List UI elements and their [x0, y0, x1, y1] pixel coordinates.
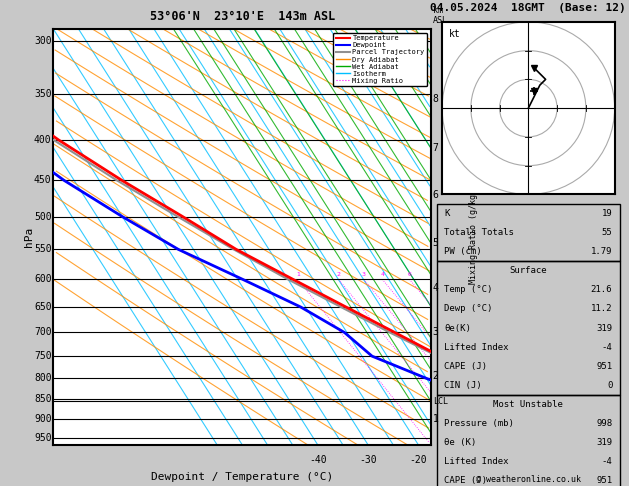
Text: 951: 951	[596, 475, 612, 485]
Text: 7: 7	[433, 143, 438, 153]
Text: 850: 850	[34, 394, 52, 404]
Text: -30: -30	[359, 455, 377, 465]
Text: 19: 19	[601, 209, 612, 219]
Text: 4: 4	[433, 283, 438, 293]
Text: 1: 1	[433, 414, 438, 424]
Text: 8: 8	[433, 94, 438, 104]
Text: CAPE (J): CAPE (J)	[445, 475, 487, 485]
Text: 900: 900	[34, 414, 52, 424]
Text: 750: 750	[34, 351, 52, 361]
Text: -4: -4	[601, 343, 612, 351]
Text: hPa: hPa	[24, 227, 34, 247]
Text: CAPE (J): CAPE (J)	[445, 362, 487, 370]
Text: 550: 550	[34, 244, 52, 255]
Text: km
ASL: km ASL	[433, 6, 448, 25]
Text: 2: 2	[433, 371, 438, 381]
Text: © weatheronline.co.uk: © weatheronline.co.uk	[476, 474, 581, 484]
Text: 5: 5	[433, 238, 438, 248]
Text: Temp (°C): Temp (°C)	[445, 285, 493, 295]
Text: 21.6: 21.6	[591, 285, 612, 295]
Text: 319: 319	[596, 437, 612, 447]
Text: θe (K): θe (K)	[445, 437, 477, 447]
Text: 500: 500	[34, 211, 52, 222]
Text: -40: -40	[309, 455, 326, 465]
Text: 2: 2	[337, 272, 340, 278]
Text: 951: 951	[596, 362, 612, 370]
Text: 1.79: 1.79	[591, 247, 612, 257]
Text: Lifted Index: Lifted Index	[445, 343, 509, 351]
Text: -20: -20	[409, 455, 427, 465]
Text: Pressure (mb): Pressure (mb)	[445, 418, 515, 428]
Legend: Temperature, Dewpoint, Parcel Trajectory, Dry Adiabat, Wet Adiabat, Isotherm, Mi: Temperature, Dewpoint, Parcel Trajectory…	[333, 33, 427, 87]
Text: 1: 1	[296, 272, 300, 278]
Text: θe(K): θe(K)	[445, 324, 471, 332]
Text: 6: 6	[408, 272, 411, 278]
Text: 3: 3	[433, 328, 438, 337]
Text: -4: -4	[601, 456, 612, 466]
Text: 04.05.2024  18GMT  (Base: 12): 04.05.2024 18GMT (Base: 12)	[430, 3, 626, 14]
Text: 700: 700	[34, 328, 52, 337]
Text: Lifted Index: Lifted Index	[445, 456, 509, 466]
Text: 6: 6	[433, 191, 438, 200]
Text: 55: 55	[601, 228, 612, 238]
Text: 950: 950	[34, 433, 52, 443]
Text: 319: 319	[596, 324, 612, 332]
Text: Dewp (°C): Dewp (°C)	[445, 305, 493, 313]
Text: 4: 4	[381, 272, 384, 278]
Text: kt: kt	[449, 29, 461, 39]
Text: 0: 0	[607, 381, 612, 389]
Text: 998: 998	[596, 418, 612, 428]
Text: 350: 350	[34, 89, 52, 99]
Text: Totals Totals: Totals Totals	[445, 228, 515, 238]
Text: Surface: Surface	[509, 266, 547, 276]
Text: K: K	[445, 209, 450, 219]
Text: 400: 400	[34, 135, 52, 145]
Text: Dewpoint / Temperature (°C): Dewpoint / Temperature (°C)	[151, 472, 333, 482]
Bar	[437, 261, 620, 395]
Text: 650: 650	[34, 302, 52, 312]
Text: Most Unstable: Most Unstable	[493, 399, 564, 409]
Text: 53°06'N  23°10'E  143m ASL: 53°06'N 23°10'E 143m ASL	[150, 10, 335, 23]
Text: 3: 3	[362, 272, 366, 278]
Text: 11.2: 11.2	[591, 305, 612, 313]
Text: 800: 800	[34, 373, 52, 383]
Text: 600: 600	[34, 275, 52, 284]
Bar	[437, 205, 620, 261]
Text: LCL: LCL	[433, 397, 448, 406]
Text: PW (cm): PW (cm)	[445, 247, 482, 257]
Text: Mixing Ratio (g/kg): Mixing Ratio (g/kg)	[469, 190, 477, 284]
Text: 450: 450	[34, 175, 52, 185]
Bar	[437, 395, 620, 486]
Text: 300: 300	[34, 36, 52, 46]
Text: CIN (J): CIN (J)	[445, 381, 482, 389]
